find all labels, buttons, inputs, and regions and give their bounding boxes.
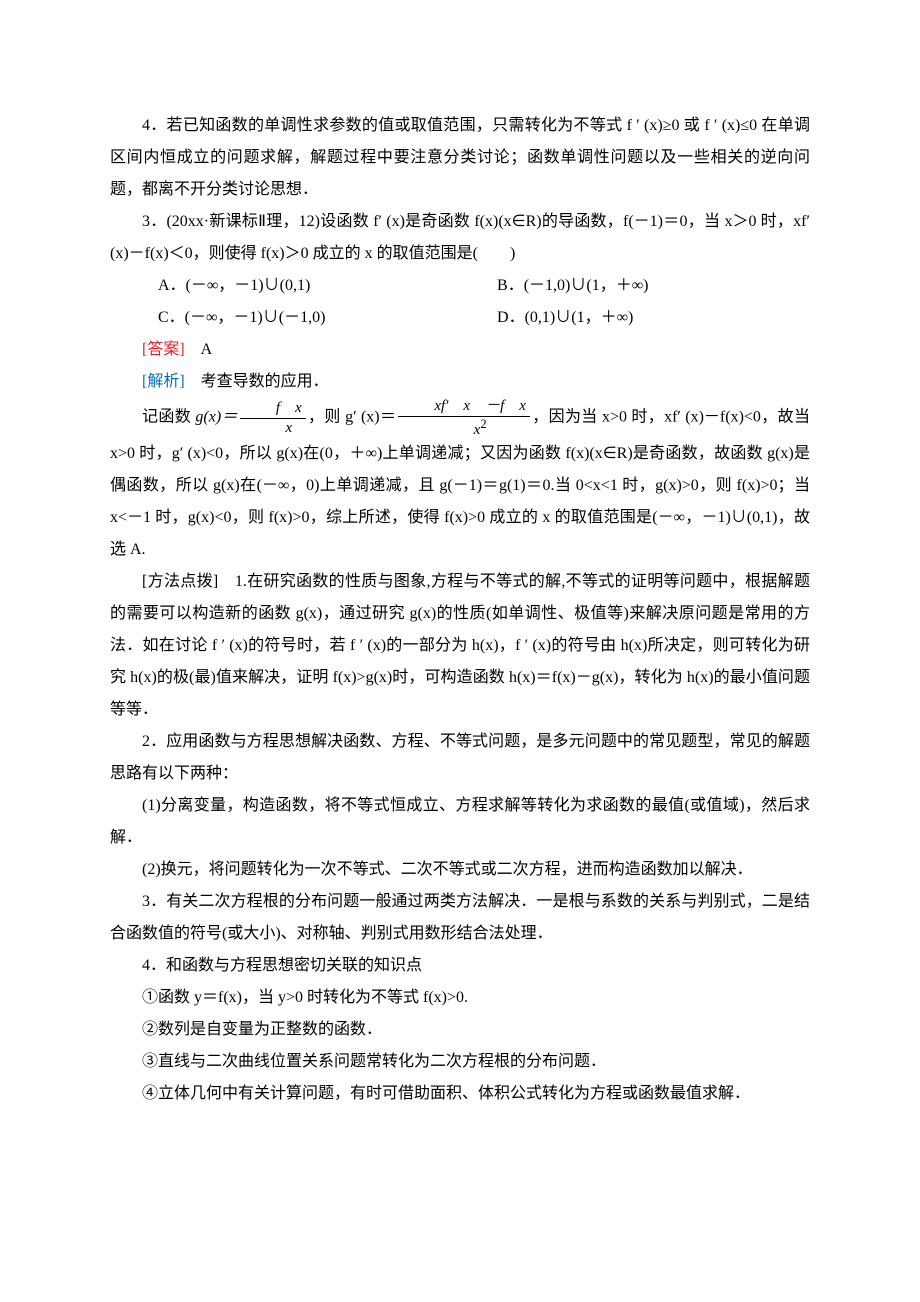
analysis-line: [解析] 考查导数的应用． (110, 366, 810, 398)
options-row-2: C．(－∞，－1)∪(－1,0) D．(0,1)∪(1，＋∞) (110, 302, 810, 334)
fraction-1: f x x (240, 400, 306, 436)
method-4-1: ①函数 y＝f(x)，当 y>0 时转化为不等式 f(x)>0. (110, 982, 810, 1014)
intro-point-4: 4．若已知函数的单调性求参数的值或取值范围，只需转化为不等式 f ′ (x)≥0… (110, 110, 810, 206)
method-3: 3．有关二次方程根的分布问题一般通过两类方法解决．一是根与系数的关系与判别式，二… (110, 886, 810, 950)
method-1: [方法点拨] 1.在研究函数的性质与图象,方程与不等式的解,不等式的证明等问题中… (110, 566, 810, 726)
question-3-stem: 3．(20xx·新课标Ⅱ理，12)设函数 f′ (x)是奇函数 f(x)(x∈R… (110, 206, 810, 270)
options-row-1: A．(－∞，－1)∪(0,1) B．(－1,0)∪(1，＋∞) (110, 270, 810, 302)
frac2-num: xf′ x －f x (398, 398, 530, 417)
method-4-3: ③直线与二次曲线位置关系问题常转化为二次方程根的分布问题． (110, 1046, 810, 1078)
analysis-label: [解析] (142, 373, 185, 390)
sol-pre: 记函数 (142, 409, 195, 426)
method-2-2: (2)换元，将问题转化为一次不等式、二次不等式或二次方程，进而构造函数加以解决． (110, 854, 810, 886)
option-d: D．(0,1)∪(1，＋∞) (497, 302, 810, 334)
frac1-num-text: f x (276, 400, 302, 416)
frac2-den: x2 (398, 417, 530, 439)
method-2: 2．应用函数与方程思想解决函数、方程、不等式问题，是多元问题中的常见题型，常见的… (110, 726, 810, 790)
method-4-2: ②数列是自变量为正整数的函数． (110, 1014, 810, 1046)
page: 4．若已知函数的单调性求参数的值或取值范围，只需转化为不等式 f ′ (x)≥0… (0, 0, 920, 1302)
sol-mid1: ，则 g′ (x)＝ (308, 409, 397, 426)
sol-gx: g(x)＝ (195, 409, 237, 426)
fraction-2: xf′ x －f xx2 (398, 398, 530, 438)
option-b: B．(－1,0)∪(1，＋∞) (497, 270, 810, 302)
frac1-den: x (240, 419, 306, 437)
method-4: 4．和函数与方程思想密切关联的知识点 (110, 950, 810, 982)
answer-line: [答案] A (110, 334, 810, 366)
answer-value: A (185, 341, 213, 358)
frac2-den-sq: 2 (480, 417, 486, 431)
option-c: C．(－∞，－1)∪(－1,0) (158, 302, 497, 334)
answer-label: [答案] (142, 341, 185, 358)
method-4-4: ④立体几何中有关计算问题，有时可借助面积、体积公式转化为方程或函数最值求解． (110, 1078, 810, 1110)
method-2-1: (1)分离变量，构造函数，将不等式恒成立、方程求解等转化为求函数的最值(或值域)… (110, 790, 810, 854)
analysis-text: 考查导数的应用． (185, 373, 329, 390)
frac1-num: f x (240, 400, 306, 419)
option-a: A．(－∞，－1)∪(0,1) (158, 270, 497, 302)
solution-para: 记函数 g(x)＝f xx，则 g′ (x)＝xf′ x －f xx2，因为当 … (110, 398, 810, 566)
